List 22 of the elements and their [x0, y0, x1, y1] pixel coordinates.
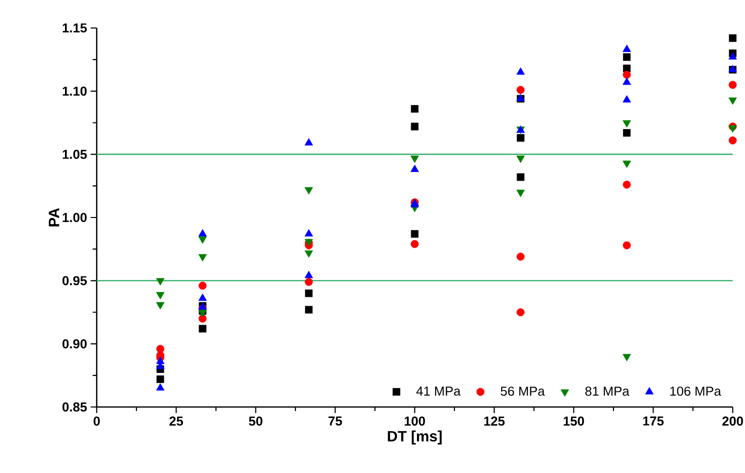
x-tick-label: 200	[722, 416, 743, 426]
x-tick-label: 150	[564, 416, 584, 426]
x-tick-label: 125	[484, 416, 505, 426]
y-tick-label: 1.05	[62, 150, 87, 159]
x-tick-label: 50	[248, 416, 262, 426]
x-tick-label: 100	[404, 416, 425, 426]
y-tick-label: 1.10	[62, 86, 87, 96]
y-tick-label: 1.15	[62, 23, 87, 33]
y-axis-title: PA	[48, 208, 60, 226]
x-tick-label: 25	[169, 416, 184, 426]
legend-label: 56 MPa	[500, 386, 545, 396]
legend-label: 41 MPa	[416, 386, 461, 396]
y-tick-label: 1.00	[62, 212, 87, 222]
y-tick-label: 0.90	[62, 339, 87, 348]
x-tick-label: 0	[94, 416, 100, 426]
x-tick-label: 175	[643, 416, 664, 426]
y-tick-label: 0.85	[62, 402, 87, 412]
legend-label: 81 MPa	[585, 386, 630, 396]
legend-label: 106 MPa	[670, 386, 722, 396]
x-axis-title: DT [ms]	[388, 430, 442, 444]
y-tick-label: 0.95	[62, 276, 87, 286]
x-tick-label: 75	[328, 416, 342, 426]
